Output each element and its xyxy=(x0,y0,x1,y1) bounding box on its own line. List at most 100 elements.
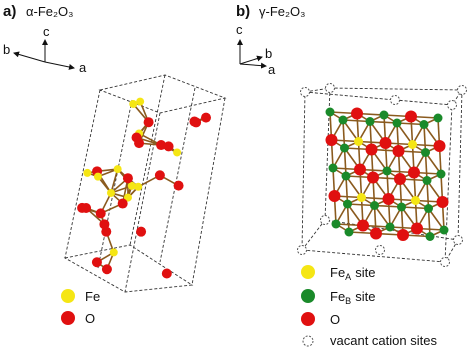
o-atom xyxy=(379,137,392,149)
fe-atom xyxy=(433,113,443,123)
legend-swatch xyxy=(302,335,314,347)
o-atom xyxy=(99,219,110,230)
o-atom xyxy=(173,180,184,191)
o-atom xyxy=(191,117,202,128)
o-atom xyxy=(154,170,165,181)
fe-atom xyxy=(379,110,389,120)
fe-atom xyxy=(382,166,392,176)
fe-atom xyxy=(129,99,138,108)
legend-label: Fe xyxy=(85,289,100,304)
fe-atom xyxy=(365,117,375,126)
o-atom xyxy=(397,229,409,241)
o-atom xyxy=(392,145,405,157)
fe-atom xyxy=(421,148,430,157)
fe-atom xyxy=(106,188,115,197)
o-atom xyxy=(163,141,174,152)
o-atom xyxy=(122,173,133,184)
fe-atom xyxy=(338,115,348,125)
bond xyxy=(374,204,402,208)
structure-a xyxy=(77,97,211,279)
bond xyxy=(345,175,349,205)
bond xyxy=(396,122,425,126)
bond xyxy=(401,206,429,210)
o-atom xyxy=(81,203,92,214)
o-atom xyxy=(91,257,102,268)
legend-text: Fe xyxy=(330,289,345,304)
legend-label: O xyxy=(330,312,340,327)
panel-title: γ-Fe₂O₃ xyxy=(259,4,305,19)
fe-atom xyxy=(343,199,352,209)
structure-b xyxy=(297,83,467,267)
o-atom xyxy=(382,193,395,205)
o-atom xyxy=(433,140,446,152)
fe-atom xyxy=(419,120,429,129)
axis-label: a xyxy=(79,60,87,75)
legend-swatch xyxy=(301,312,315,326)
bond xyxy=(342,119,371,123)
fe-atom xyxy=(325,107,335,117)
axis-label: b xyxy=(265,46,272,61)
fe-atom xyxy=(344,227,354,237)
o-atom xyxy=(408,166,420,179)
vacant-site xyxy=(447,100,457,110)
fe-atom xyxy=(331,219,341,229)
legend-swatch xyxy=(301,289,315,303)
cell-a xyxy=(63,74,227,293)
fe-atom xyxy=(422,176,432,185)
bond xyxy=(346,203,350,233)
fe-atom xyxy=(93,172,102,181)
fe-atom xyxy=(354,137,363,146)
o-atom xyxy=(367,171,379,184)
o-atom xyxy=(351,107,363,120)
panel-label: b) xyxy=(236,3,250,20)
legend-label: FeB site xyxy=(330,289,375,306)
o-atom xyxy=(370,227,382,240)
o-atom xyxy=(161,268,172,279)
legend-text: site xyxy=(355,265,375,280)
o-atom xyxy=(325,134,338,146)
axis-label: c xyxy=(43,24,50,39)
fe-atom xyxy=(136,97,145,106)
bond xyxy=(427,208,431,237)
fe-atom xyxy=(392,118,402,128)
fe-atom xyxy=(109,248,118,257)
axes-b: c b a xyxy=(236,22,276,77)
o-atom xyxy=(394,173,406,185)
o-atom xyxy=(156,140,167,151)
fe-atom xyxy=(408,140,417,149)
legend-text: Fe xyxy=(330,265,345,280)
axis-label: c xyxy=(236,22,243,37)
fe-atom xyxy=(436,169,446,179)
o-atom xyxy=(136,226,147,237)
legend-b: FeA site FeB site O vacant cation sites xyxy=(301,265,437,348)
bond xyxy=(343,147,347,177)
vacant-site xyxy=(325,83,335,93)
legend-label: FeA site xyxy=(330,265,375,282)
bond xyxy=(426,180,430,209)
o-atom xyxy=(131,132,142,143)
bond xyxy=(342,119,346,149)
legend-label: vacant cation sites xyxy=(330,333,437,348)
o-atom xyxy=(405,110,417,123)
fe-atom xyxy=(385,222,395,232)
panel-label: a) xyxy=(3,3,16,20)
o-atom xyxy=(117,198,128,209)
fe-atom xyxy=(134,182,143,191)
fe-atom xyxy=(173,148,182,157)
vacant-site xyxy=(453,235,463,245)
vacant-site xyxy=(440,257,450,267)
fe-atom xyxy=(424,204,433,213)
o-atom xyxy=(101,264,112,275)
o-atom xyxy=(436,196,449,208)
legend-subscript: B xyxy=(345,296,351,306)
legend-text: site xyxy=(355,289,375,304)
vacant-site xyxy=(300,87,310,97)
bond xyxy=(347,203,375,207)
fe-atom xyxy=(411,196,420,205)
legend-a: Fe O xyxy=(61,289,100,326)
vacant-site xyxy=(320,215,330,225)
o-atom xyxy=(143,117,154,128)
fe-atom xyxy=(83,168,92,177)
o-atom xyxy=(365,143,378,156)
legend-swatch xyxy=(61,289,75,303)
